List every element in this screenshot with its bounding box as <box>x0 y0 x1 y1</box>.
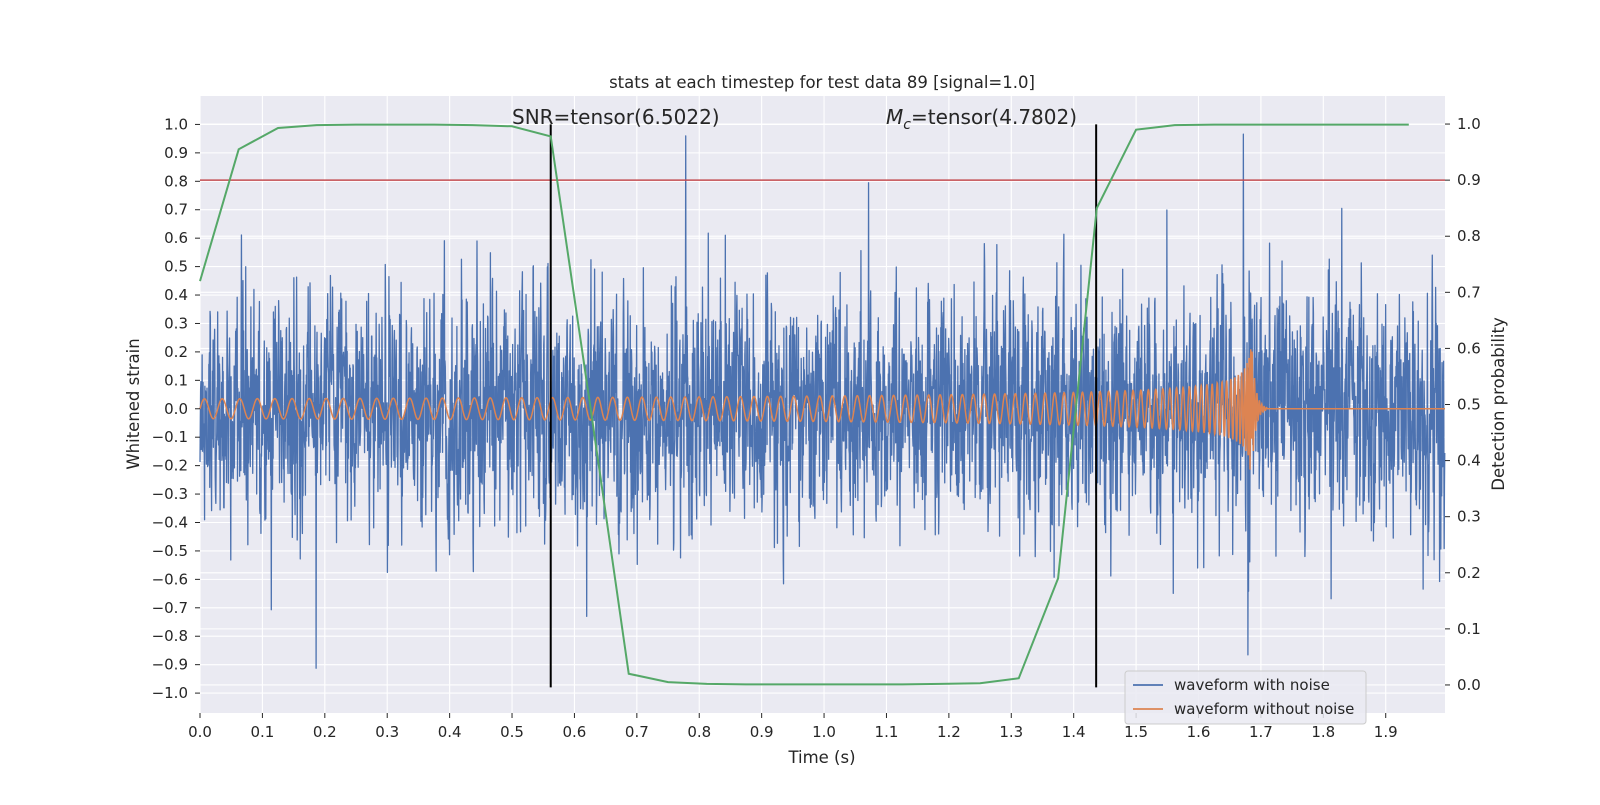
x-tick-label: 0.0 <box>188 723 212 741</box>
y2-tick-label: 0.8 <box>1457 227 1481 245</box>
chirp-mass-value: =tensor(4.7802) <box>911 105 1077 129</box>
y-tick-label: 0.4 <box>164 286 188 304</box>
x-tick-label: 0.2 <box>313 723 337 741</box>
y-tick-label: −0.6 <box>152 570 188 588</box>
y-tick-label: −0.8 <box>152 627 188 645</box>
y2-tick-label: 1.0 <box>1457 115 1481 133</box>
y-tick-label: 0.8 <box>164 172 188 190</box>
series-detection-probability <box>199 123 1409 686</box>
x-tick-label: 1.1 <box>875 723 899 741</box>
chart-title: stats at each timestep for test data 89 … <box>609 73 1035 92</box>
legend-label-clean: waveform without noise <box>1174 700 1354 718</box>
y-tick-label: −0.4 <box>152 513 188 531</box>
x-tick-label: 0.1 <box>250 723 274 741</box>
x-tick-label: 0.5 <box>500 723 524 741</box>
x-tick-label: 0.4 <box>438 723 462 741</box>
series-waveform-without-noise <box>199 349 1445 470</box>
x-tick-label: 1.2 <box>937 723 961 741</box>
y2-tick-label: 0.3 <box>1457 508 1481 526</box>
y2-tick-label: 0.7 <box>1457 283 1481 301</box>
y-tick-label: −0.2 <box>152 457 188 475</box>
y2-tick-label: 0.0 <box>1457 676 1481 694</box>
y-tick-label: −0.9 <box>152 656 188 674</box>
snr-annotation: SNR=tensor(6.5022) <box>512 105 720 129</box>
y-tick-label: 0.2 <box>164 343 188 361</box>
y2-tick-label: 0.5 <box>1457 396 1481 414</box>
x-tick-label: 0.9 <box>750 723 774 741</box>
legend-label-noise: waveform with noise <box>1174 676 1330 694</box>
y-tick-label: −0.3 <box>152 485 188 503</box>
y-axis-label: Whitened strain <box>124 338 143 469</box>
chirp-mass-symbol: M <box>886 105 903 129</box>
x-tick-label: 0.6 <box>563 723 587 741</box>
chirp-mass-subscript: c <box>903 117 911 133</box>
x-tick-label: 0.8 <box>687 723 711 741</box>
x-tick-label: 1.4 <box>1062 723 1086 741</box>
axes: 0.0 0.1 0.2 0.3 0.4 0.5 0.6 0.7 0.8 0.9 1.0 1.1 1.2 1… <box>152 115 1481 741</box>
y-tick-label: 1.0 <box>164 115 188 133</box>
y-tick-label: 0.9 <box>164 144 188 162</box>
x-tick-label: 1.8 <box>1311 723 1335 741</box>
legend-box <box>1124 670 1367 725</box>
x-tick-label: 1.0 <box>812 723 836 741</box>
y-tick-label: −1.0 <box>152 684 188 702</box>
y-tick-label: 0.6 <box>164 229 188 247</box>
y2-axis-label: Detection probability <box>1489 317 1508 491</box>
y-tick-label: −0.5 <box>152 542 188 560</box>
chirp-mass-annotation: Mc=tensor(4.7802) <box>886 105 1077 133</box>
x-tick-label: 1.3 <box>999 723 1023 741</box>
x-tick-label: 0.3 <box>375 723 399 741</box>
y-tick-label: 0.0 <box>164 400 188 418</box>
x-axis-label: Time (s) <box>787 748 855 767</box>
y2-tick-label: 0.9 <box>1457 171 1481 189</box>
y2-tick-label: 0.4 <box>1457 452 1481 470</box>
x-tick-label: 1.9 <box>1374 723 1398 741</box>
x-tick-label: 1.5 <box>1124 723 1148 741</box>
x-tick-label: 0.7 <box>625 723 649 741</box>
y-tick-label: 0.5 <box>164 258 188 276</box>
legend: waveform with noise waveform without noi… <box>1124 670 1367 725</box>
y-tick-label: −0.1 <box>152 428 188 446</box>
y-tick-label: 0.1 <box>164 371 188 389</box>
y-tick-label: 0.7 <box>164 201 188 219</box>
x-tick-label: 1.6 <box>1187 723 1211 741</box>
y-tick-label: 0.3 <box>164 314 188 332</box>
y2-tick-label: 0.1 <box>1457 620 1481 638</box>
y2-tick-label: 0.6 <box>1457 339 1481 357</box>
x-tick-label: 1.7 <box>1249 723 1273 741</box>
y-tick-label: −0.7 <box>152 599 188 617</box>
y2-tick-label: 0.2 <box>1457 564 1481 582</box>
plot-area <box>199 123 1446 688</box>
